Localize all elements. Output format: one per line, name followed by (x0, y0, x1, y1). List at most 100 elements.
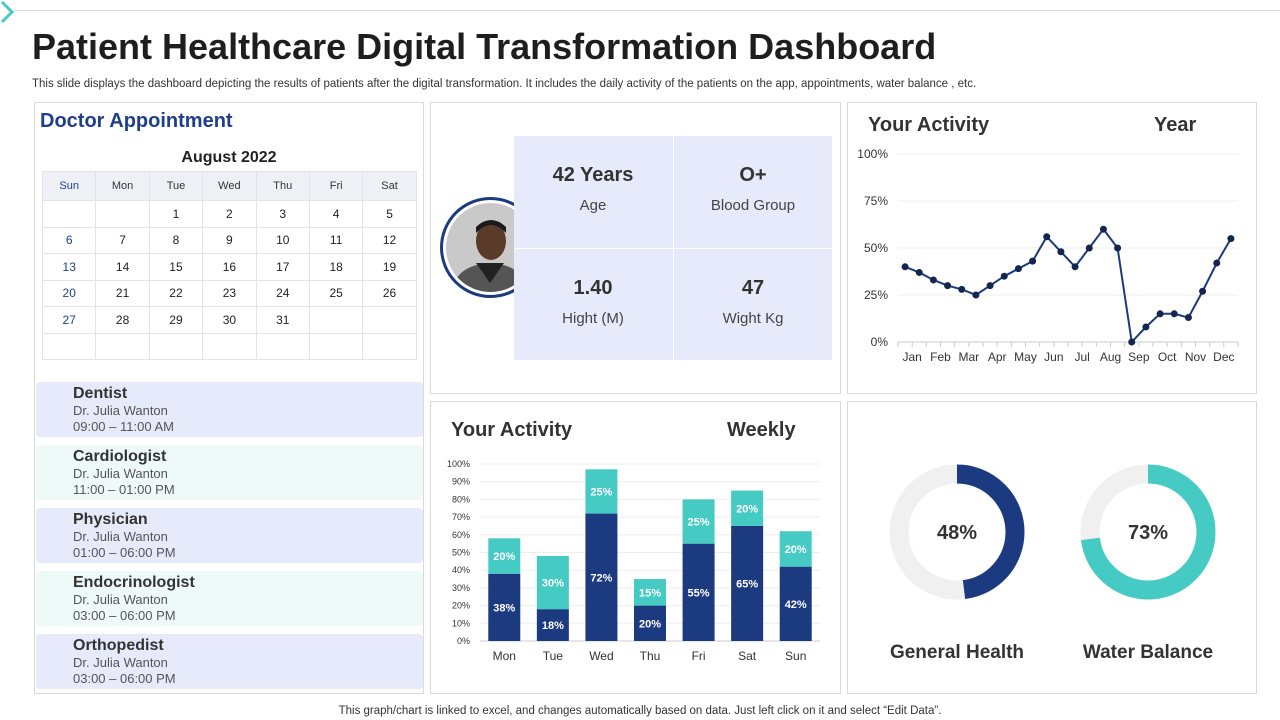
calendar-day[interactable]: 27 (41, 306, 97, 334)
stat-label: Wight Kg (722, 310, 784, 327)
calendar-day[interactable]: 14 (95, 253, 150, 281)
x-tick-label: Mar (958, 350, 979, 364)
calendar-day[interactable]: 5 (362, 200, 417, 228)
x-tick-label: Mon (493, 649, 516, 663)
bar-segment-primary (634, 605, 666, 641)
calendar-day[interactable]: 4 (308, 200, 364, 228)
appointment-specialty: Orthopedist (73, 637, 164, 654)
calendar-day[interactable]: 12 (362, 226, 417, 254)
appointment-item[interactable]: Cardiologist Dr. Julia Wanton 11:00 – 01:0… (36, 445, 423, 500)
data-point (1029, 257, 1037, 265)
calendar-day (202, 332, 257, 360)
x-tick-label: Jul (1074, 350, 1089, 364)
calendar-day[interactable]: 19 (362, 253, 417, 281)
appointment-specialty: Endocrinologist (73, 574, 195, 591)
data-point (1227, 235, 1235, 243)
bar-data-label: 20% (639, 618, 661, 630)
calendar-day[interactable]: 30 (202, 306, 257, 334)
appointment-item[interactable]: Dentist Dr. Julia Wanton 09:00 – 11:00 AM (36, 382, 423, 437)
x-tick-label: Nov (1185, 350, 1206, 364)
calendar-day[interactable]: 3 (255, 200, 310, 228)
stat-hight-m-: 1.40 Hight (M) (514, 249, 672, 359)
calendar-day[interactable]: 18 (308, 253, 364, 281)
calendar-day[interactable]: 17 (255, 253, 310, 281)
calendar-day[interactable]: 6 (41, 226, 97, 254)
stat-label: Blood Group (710, 197, 796, 214)
calendar-day[interactable]: 9 (202, 226, 257, 254)
calendar-day[interactable]: 21 (95, 279, 150, 307)
calendar-day[interactable]: 28 (95, 306, 150, 334)
gauge-value: 48% (937, 522, 977, 544)
calendar-day[interactable]: 24 (255, 279, 310, 307)
calendar-day[interactable]: 10 (255, 226, 310, 254)
bar-segment-primary (682, 543, 715, 641)
calendar-day[interactable]: 22 (148, 279, 204, 307)
calendar-day[interactable]: 11 (308, 226, 364, 254)
stat-age: 42 Years Age (514, 136, 672, 246)
x-tick-label: Sep (1128, 350, 1150, 364)
weekly-period-label: Weekly (727, 419, 796, 441)
weekly-activity-title: Your Activity (451, 419, 573, 441)
x-tick-label: Feb (930, 350, 951, 364)
general-health-label: General Health (889, 642, 1025, 663)
stat-label: Hight (M) (562, 310, 624, 327)
calendar-day[interactable]: 20 (41, 279, 97, 307)
data-point (1099, 225, 1107, 233)
y-tick-label: 50% (864, 241, 888, 255)
y-tick-label: 90% (452, 477, 470, 487)
stat-value: 47 (741, 277, 765, 299)
bar-segment-primary (779, 566, 812, 641)
calendar-day[interactable]: 29 (148, 306, 204, 334)
calendar-day[interactable]: 1 (148, 200, 204, 228)
gauge-fill (889, 464, 1025, 600)
calendar-day[interactable]: 2 (202, 200, 257, 228)
appointment-time: 03:00 – 06:00 PM (73, 671, 176, 686)
calendar-day[interactable]: 7 (95, 226, 150, 254)
data-point (929, 276, 937, 284)
weekday-sat: Sat (362, 171, 417, 201)
activity-line (904, 227, 1232, 345)
yearly-activity-title: Your Activity (868, 114, 990, 136)
calendar-day (41, 200, 97, 228)
x-tick-label: Apr (988, 350, 1007, 364)
calendar-day[interactable]: 23 (202, 279, 257, 307)
bar-segment-primary (536, 609, 569, 641)
calendar-day[interactable]: 8 (148, 226, 204, 254)
bar-data-label: 55% (688, 587, 710, 599)
appointment-specialty: Physician (73, 511, 148, 528)
x-tick-label: Sat (738, 649, 757, 663)
y-tick-label: 40% (452, 565, 470, 575)
bar-segment-secondary (779, 531, 812, 567)
calendar-day[interactable]: 26 (362, 279, 417, 307)
x-tick-label: Sun (785, 649, 806, 663)
calendar-day[interactable]: 13 (41, 253, 97, 281)
data-point (1142, 323, 1150, 331)
appointment-doctor: Dr. Julia Wanton (73, 592, 168, 607)
appointment-specialty: Dentist (73, 385, 128, 402)
appointment-item[interactable]: Physician Dr. Julia Wanton 01:00 – 06:00 P… (36, 508, 423, 563)
weekday-thu: Thu (255, 171, 310, 201)
weekday-fri: Fri (308, 171, 364, 201)
data-point (986, 282, 994, 290)
calendar-day[interactable]: 16 (202, 253, 257, 281)
bar-data-label: 25% (688, 517, 710, 529)
weekday-tue: Tue (148, 171, 204, 201)
bar-data-label: 72% (590, 572, 612, 584)
footer-note: This graph/chart is linked to excel, and… (338, 705, 942, 717)
data-point (1199, 287, 1207, 295)
data-point (1128, 338, 1136, 346)
appointment-time: 11:00 – 01:00 PM (73, 482, 175, 497)
weekday-sun: Sun (41, 171, 97, 201)
appointment-doctor: Dr. Julia Wanton (73, 403, 168, 418)
bar-data-label: 15% (639, 587, 661, 599)
appointment-item[interactable]: Orthopedist Dr. Julia Wanton 03:00 – 06:00… (36, 634, 423, 689)
calendar: Sun Mon Tue Wed Thu Fri Sat 1 2 3 4 5 6 7 8 9 10 11 12 13 14… (41, 171, 417, 360)
data-point (1085, 244, 1093, 252)
data-point (958, 285, 966, 293)
calendar-day[interactable]: 31 (255, 306, 310, 334)
calendar-day[interactable]: 25 (308, 279, 364, 307)
calendar-day[interactable]: 15 (148, 253, 204, 281)
appointment-item[interactable]: Endocrinologist Dr. Julia Wanton 03:00 – 0… (36, 571, 423, 626)
y-tick-label: 60% (452, 530, 470, 540)
bar-data-label: 20% (493, 551, 515, 563)
